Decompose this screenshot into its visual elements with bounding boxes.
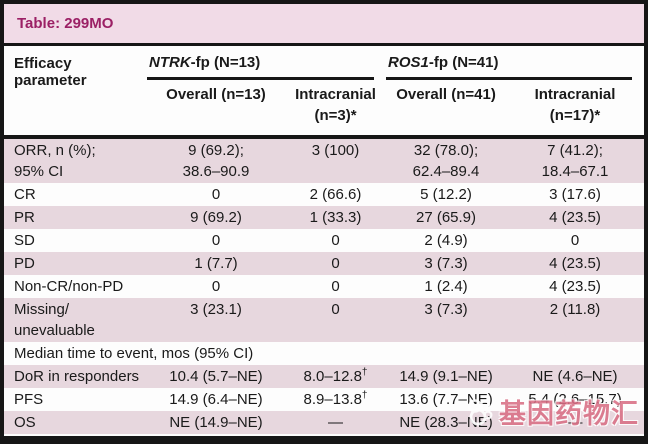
table-row: PR 9 (69.2) 1 (33.3) 27 (65.9) 4 (23.5) xyxy=(4,206,644,229)
group-header-ros1-rest: -fp (N=41) xyxy=(428,54,499,71)
subcol-intracranial-ros1: Intracranial (n=17)* xyxy=(506,80,644,139)
table-row: ORR, n (%); 95% CI 9 (69.2); 38.6–90.9 3 (… xyxy=(4,137,644,183)
cell-value: 27 (65.9) xyxy=(415,209,477,226)
cell-value: 10.4 (5.7–NE) xyxy=(169,368,263,385)
cell-value: NE (28.3–NE) xyxy=(399,414,493,431)
cell-value: 13.6 (7.7–NE) xyxy=(399,391,493,408)
table-row: SD 0 0 2 (4.9) 0 xyxy=(4,229,644,252)
subcol-intracranial-ntrk: Intracranial (n=3)* xyxy=(285,80,387,139)
cell-value: — xyxy=(567,414,583,431)
gene-name-ros1: ROS1 xyxy=(388,54,429,71)
row-label: OS xyxy=(14,414,36,431)
cell-value: 3 (23.1) xyxy=(190,301,242,318)
cell-value: 3 (100) xyxy=(311,142,360,159)
cell-value: — xyxy=(328,414,343,431)
cell-value: 4 (23.5) xyxy=(549,255,601,272)
subcol-overall-ros1: Overall (n=41) xyxy=(386,80,507,139)
efficacy-parameter-header: Efficacy parameter xyxy=(4,46,147,139)
cell-value: 8.9–13.8† xyxy=(303,390,368,409)
table-body: ORR, n (%); 95% CI 9 (69.2); 38.6–90.9 3 (… xyxy=(4,137,644,434)
group-header-ntrk-label: NTRK-fp (N=13) xyxy=(147,46,375,80)
cell-value: 2 (4.9) xyxy=(424,232,468,249)
cell-value: 0 xyxy=(331,278,340,295)
cell-value: 0 xyxy=(331,301,340,318)
table-header: Efficacy parameter NTRK-fp (N=13) ROS1-f… xyxy=(4,46,644,139)
row-label: PR xyxy=(14,209,35,226)
table-row: Non-CR/non-PD 0 0 1 (2.4) 4 (23.5) xyxy=(4,275,644,298)
cell-value: 5 (12.2) xyxy=(420,186,472,203)
cell-value: 9 (69.2) xyxy=(190,209,242,226)
cell-value: 1 (7.7) xyxy=(194,255,238,272)
cell-value: 1 (2.4) xyxy=(424,278,468,295)
cell-value: 0 xyxy=(331,232,340,249)
cell-value: 3 (17.6) xyxy=(549,186,601,203)
row-label: Missing/ unevaluable xyxy=(14,301,95,339)
cell-value: 2 (11.8) xyxy=(549,301,601,318)
cell-value: 1 (33.3) xyxy=(309,209,362,226)
cell-value: NE (4.6–NE) xyxy=(532,368,618,385)
cell-value: 0 xyxy=(211,232,221,249)
cell-value: 3 (7.3) xyxy=(424,255,468,272)
table-row: PD 1 (7.7) 0 3 (7.3) 4 (23.5) xyxy=(4,252,644,275)
cell-value: 32 (78.0); 62.4–89.4 xyxy=(412,142,480,180)
cell-value: 2 (66.6) xyxy=(309,186,362,203)
gene-name-ntrk: NTRK xyxy=(149,54,191,71)
group-header-row: Efficacy parameter NTRK-fp (N=13) ROS1-f… xyxy=(4,46,644,139)
section-row: Median time to event, mos (95% CI) xyxy=(4,342,644,365)
sub-header-row: Overall (n=13) Intracranial (n=3)* Overa… xyxy=(4,80,644,139)
cell-value: 0 xyxy=(570,232,580,249)
cell-value: 9 (69.2); 38.6–90.9 xyxy=(182,142,250,180)
row-label: PFS xyxy=(14,391,44,408)
table-row: Missing/ unevaluable 3 (23.1) 0 3 (7.3) 2 (1… xyxy=(4,298,644,342)
cell-value: 0 xyxy=(331,255,340,272)
cell-value: 4 (23.5) xyxy=(549,278,601,295)
cell-value: 3 (7.3) xyxy=(424,301,468,318)
row-label: CR xyxy=(14,186,36,203)
subcol-overall-ntrk: Overall (n=13) xyxy=(147,80,285,139)
cell-value: 5.4 (2.6–15.7) xyxy=(528,391,622,408)
row-label: SD xyxy=(14,232,35,249)
cell-value: 14.9 (6.4–NE) xyxy=(169,391,263,408)
cell-value: NE (14.9–NE) xyxy=(169,414,263,431)
row-label: Non-CR/non-PD xyxy=(14,278,124,295)
table-row: OS NE (14.9–NE) — NE (28.3–NE) — xyxy=(4,411,644,434)
table-row: CR 0 2 (66.6) 5 (12.2) 3 (17.6) xyxy=(4,183,644,206)
cell-value: 0 xyxy=(211,186,221,203)
table-title: Table: 299MO xyxy=(17,15,114,32)
cell-value: 8.0–12.8† xyxy=(303,367,368,386)
cell-value: 0 xyxy=(211,278,221,295)
cell-value: 7 (41.2); 18.4–67.1 xyxy=(541,142,609,180)
group-header-ros1-label: ROS1-fp (N=41) xyxy=(386,46,633,80)
group-header-ntrk-rest: -fp (N=13) xyxy=(190,54,261,71)
table-row: PFS 14.9 (6.4–NE) 8.9–13.8† 13.6 (7.7–NE) 5.… xyxy=(4,388,644,411)
row-label: ORR, n (%); 95% CI xyxy=(14,142,96,180)
row-label: PD xyxy=(14,255,35,272)
cell-value: 4 (23.5) xyxy=(549,209,601,226)
efficacy-table: Efficacy parameter NTRK-fp (N=13) ROS1-f… xyxy=(4,46,644,434)
table-row: DoR in responders 10.4 (5.7–NE) 8.0–12.8† 1… xyxy=(4,365,644,388)
table-title-band: Table: 299MO xyxy=(4,4,644,46)
group-header-ros1: ROS1-fp (N=41) xyxy=(386,46,644,80)
section-label: Median time to event, mos (95% CI) xyxy=(14,345,254,362)
cell-value: 14.9 (9.1–NE) xyxy=(399,368,493,385)
row-label: DoR in responders xyxy=(14,368,140,385)
group-header-ntrk: NTRK-fp (N=13) xyxy=(147,46,386,80)
